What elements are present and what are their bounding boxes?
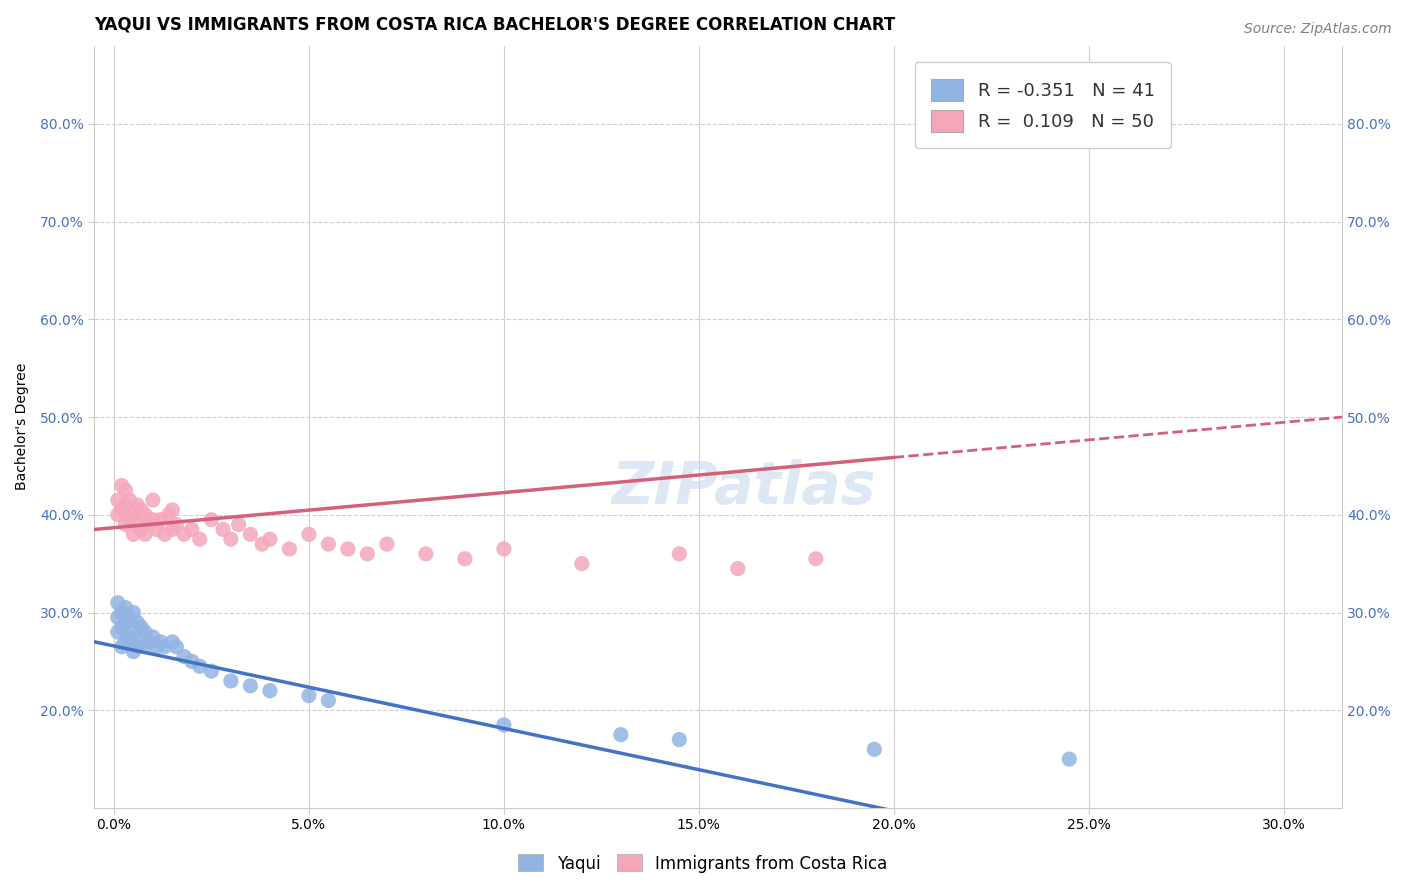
Point [122, 625, 145, 640]
Point [415, 547, 437, 561]
Point [129, 503, 152, 517]
Point [188, 533, 211, 547]
Point [239, 679, 262, 693]
Point [146, 523, 169, 537]
Point [278, 541, 301, 556]
Point [107, 508, 129, 522]
Point [668, 732, 690, 747]
Point [153, 527, 176, 541]
Point [134, 640, 156, 654]
Point [107, 610, 129, 624]
Point [318, 693, 340, 707]
Point [188, 659, 211, 673]
Point [142, 513, 165, 527]
Point [111, 503, 134, 517]
Point [162, 635, 184, 649]
Point [107, 625, 129, 640]
Point [571, 557, 593, 571]
Point [111, 606, 134, 620]
Point [165, 640, 187, 654]
Point [118, 630, 141, 644]
Legend: R = -0.351   N = 41, R =  0.109   N = 50: R = -0.351 N = 41, R = 0.109 N = 50 [914, 62, 1171, 148]
Point [298, 689, 321, 703]
Point [162, 503, 184, 517]
Point [610, 728, 633, 742]
Point [200, 513, 222, 527]
Point [149, 513, 172, 527]
Point [111, 640, 134, 654]
Point [122, 527, 145, 541]
Point [142, 493, 165, 508]
Legend: Yaqui, Immigrants from Costa Rica: Yaqui, Immigrants from Costa Rica [512, 847, 894, 880]
Point [107, 493, 129, 508]
Point [114, 600, 136, 615]
Point [127, 615, 149, 630]
Point [668, 547, 690, 561]
Point [129, 620, 152, 634]
Point [118, 513, 141, 527]
Point [180, 654, 202, 668]
Point [122, 508, 145, 522]
Point [134, 508, 156, 522]
Point [114, 517, 136, 532]
Point [127, 498, 149, 512]
Point [134, 625, 156, 640]
Point [127, 517, 149, 532]
Point [173, 649, 195, 664]
Point [454, 551, 477, 566]
Point [114, 615, 136, 630]
Point [200, 664, 222, 678]
Point [318, 537, 340, 551]
Point [157, 508, 180, 522]
Point [111, 478, 134, 492]
Point [138, 635, 160, 649]
Point [298, 527, 321, 541]
Point [356, 547, 378, 561]
Point [180, 523, 202, 537]
Point [138, 517, 160, 532]
Point [122, 645, 145, 659]
Point [107, 596, 129, 610]
Point [492, 541, 515, 556]
Point [142, 630, 165, 644]
Point [219, 673, 242, 688]
Point [250, 537, 273, 551]
Point [162, 523, 184, 537]
Point [375, 537, 398, 551]
Point [1059, 752, 1081, 766]
Point [153, 640, 176, 654]
Point [863, 742, 886, 756]
Point [118, 610, 141, 624]
Point [127, 640, 149, 654]
Point [118, 493, 141, 508]
Point [804, 551, 827, 566]
Point [239, 527, 262, 541]
Text: ZIPatlas: ZIPatlas [612, 459, 876, 516]
Point [259, 683, 281, 698]
Y-axis label: Bachelor's Degree: Bachelor's Degree [15, 363, 30, 491]
Point [149, 635, 172, 649]
Point [129, 635, 152, 649]
Point [228, 517, 250, 532]
Point [259, 533, 281, 547]
Point [134, 527, 156, 541]
Point [111, 620, 134, 634]
Point [219, 533, 242, 547]
Point [492, 718, 515, 732]
Point [727, 561, 749, 575]
Point [212, 523, 235, 537]
Point [114, 498, 136, 512]
Point [114, 635, 136, 649]
Point [336, 541, 359, 556]
Point [165, 517, 187, 532]
Point [122, 606, 145, 620]
Point [114, 483, 136, 498]
Point [173, 527, 195, 541]
Text: Source: ZipAtlas.com: Source: ZipAtlas.com [1244, 22, 1392, 37]
Text: YAQUI VS IMMIGRANTS FROM COSTA RICA BACHELOR'S DEGREE CORRELATION CHART: YAQUI VS IMMIGRANTS FROM COSTA RICA BACH… [94, 15, 896, 33]
Point [146, 640, 169, 654]
Point [129, 523, 152, 537]
